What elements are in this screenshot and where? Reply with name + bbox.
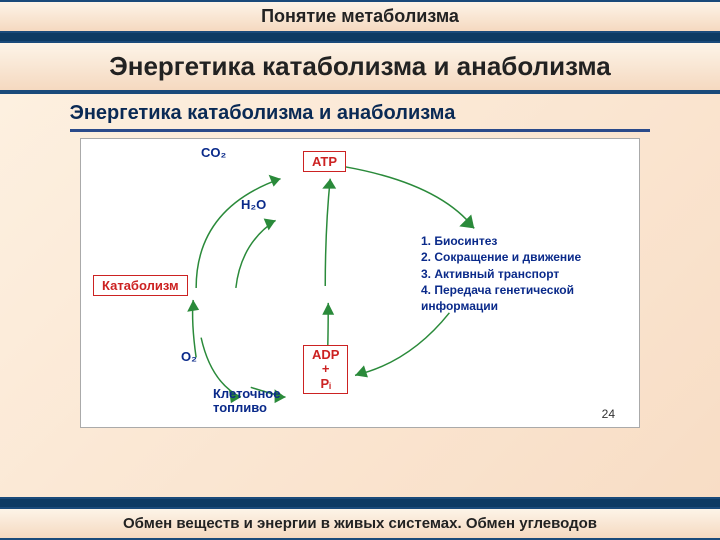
slide: Понятие метаболизма Энергетика катаболиз… (0, 0, 720, 540)
func-5: информации (421, 298, 581, 314)
adp-pi: Pᵢ (320, 376, 331, 391)
node-catabolism: Катаболизм (93, 275, 188, 296)
adp-top: ADP (312, 347, 339, 362)
gap-2 (0, 499, 720, 507)
func-1: 1. Биосинтез (421, 233, 581, 249)
fuel-top: Клеточное (213, 386, 280, 401)
func-4: 4. Передача генетической (421, 282, 581, 298)
header-title: Понятие метаболизма (0, 6, 720, 27)
gap-1 (0, 33, 720, 41)
node-atp: ATP (303, 151, 346, 172)
func-3: 3. Активный транспорт (421, 266, 581, 282)
functions-list: 1. Биосинтез 2. Сокращение и движение 3.… (421, 233, 581, 314)
header-band: Понятие метаболизма (0, 0, 720, 33)
label-o2: O₂ (181, 349, 197, 364)
inner-title: Энергетика катаболизма и анаболизма (70, 102, 651, 132)
slide-number: 24 (602, 407, 615, 421)
content-area: Энергетика катаболизма и анаболизма ATP … (0, 92, 720, 499)
cycle-diagram: ATP Катаболизм ADP + Pᵢ CO₂ H₂O O₂ Клето… (80, 138, 640, 428)
subtitle-text: Энергетика катаболизма и анаболизма (0, 51, 720, 82)
label-h2o: H₂O (241, 197, 266, 212)
label-fuel: Клеточное топливо (213, 387, 280, 416)
footer-text: Обмен веществ и энергии в живых системах… (0, 515, 720, 532)
fuel-bot: топливо (213, 400, 267, 415)
func-2: 2. Сокращение и движение (421, 249, 581, 265)
subtitle-band: Энергетика катаболизма и анаболизма (0, 41, 720, 92)
label-co2: CO₂ (201, 145, 226, 160)
footer-band: Обмен веществ и энергии в живых системах… (0, 507, 720, 540)
adp-plus: + (322, 361, 330, 376)
node-adp: ADP + Pᵢ (303, 345, 348, 394)
